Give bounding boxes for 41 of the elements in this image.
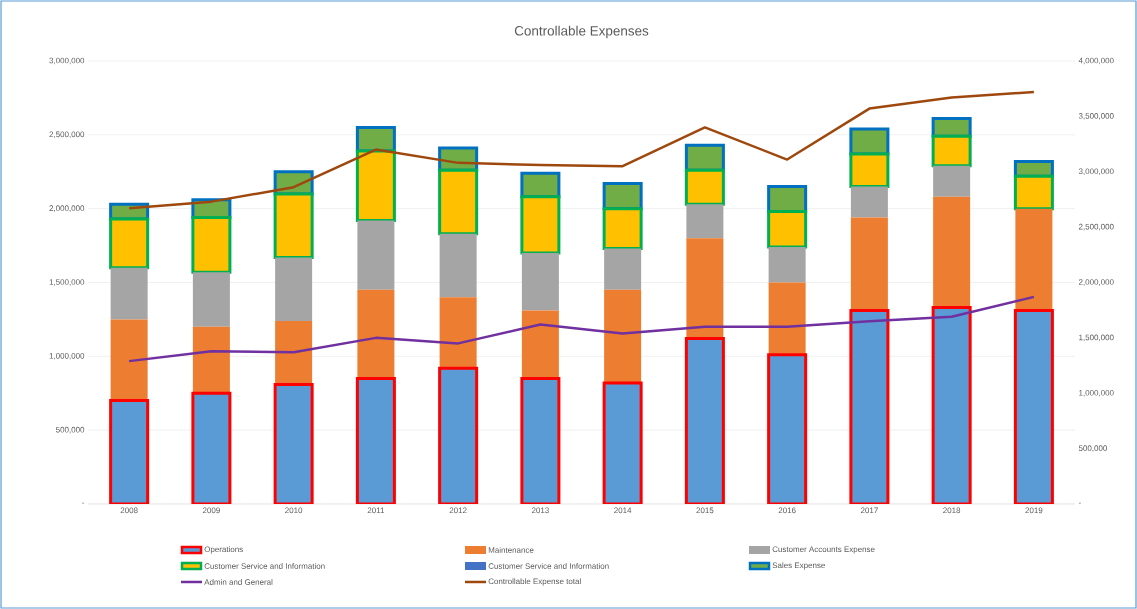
bar [849,127,890,156]
bar [520,195,561,255]
chart-title: Controllable Expenses [514,25,649,39]
bar [849,152,890,188]
bar [933,165,971,197]
bar [933,196,971,308]
bar [357,289,395,379]
bar [192,272,230,327]
bar [191,216,232,274]
bar [767,210,808,249]
bar [604,248,642,290]
bar [521,310,559,379]
bar [439,297,477,369]
bar [439,233,477,298]
bar [1013,174,1054,211]
bar [686,204,724,239]
bar [850,217,888,311]
bar [850,186,888,218]
bar [684,168,725,206]
bar [686,238,724,339]
bar [192,326,230,394]
bar [110,319,148,401]
bar [604,289,642,383]
bar [110,267,148,320]
bar [931,134,972,168]
bar [438,168,479,236]
bar [273,192,314,259]
bar [602,207,643,251]
bar [768,282,806,355]
line-series [127,90,1036,210]
bar [1015,208,1053,311]
bar [275,257,313,321]
bar [355,125,396,153]
bar [109,217,150,270]
bar [684,143,725,172]
bar [357,220,395,290]
bar [768,247,806,283]
line-series [127,295,1036,363]
bar [355,149,396,222]
bar [521,252,559,311]
bar [275,320,313,385]
